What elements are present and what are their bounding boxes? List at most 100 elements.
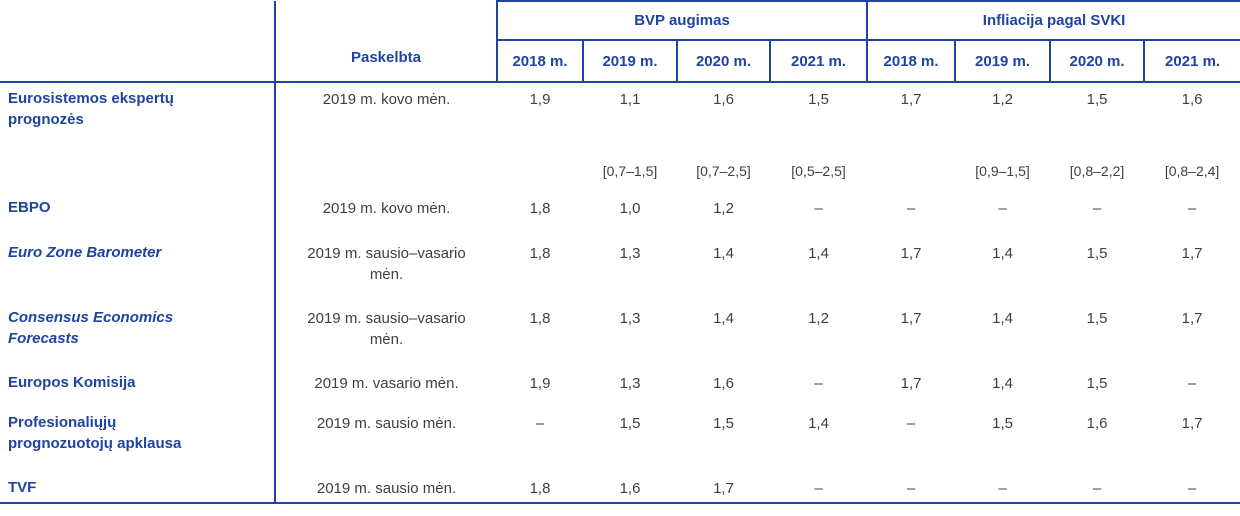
source-cell	[0, 157, 276, 192]
value-cell: –	[955, 472, 1051, 504]
table-row: EBPO 2019 m. kovo mėn. 1,8 1,0 1,2 – – –…	[0, 192, 1240, 237]
value-cell	[867, 157, 955, 192]
published-column-header: Paskelbta	[275, 1, 498, 83]
value-cell: 1,5	[808, 91, 829, 108]
year-header-bvp-2020: 2020 m.	[676, 40, 770, 83]
value-cell: –	[814, 375, 823, 392]
group-header-infliacija-svki: Infliacija pagal SVKI	[867, 0, 1240, 41]
source-label: Consensus Economics Forecasts	[8, 309, 174, 347]
table-row: Europos Komisija 2019 m. vasario mėn. 1,…	[0, 367, 1240, 407]
forecast-table: Paskelbta BVP augimas Infliacija pagal S…	[0, 0, 1240, 504]
source-cell: Eurosistemos ekspertų prognozės	[0, 82, 276, 157]
value-cell: [0,8–2,4]	[1164, 163, 1220, 179]
year-header-infl-2021: 2021 m.	[1143, 40, 1240, 83]
value-cell: 1,8	[529, 200, 551, 217]
published-cell	[275, 157, 497, 192]
value-cell: 1,5	[1086, 245, 1108, 262]
value-cell: –	[998, 200, 1007, 217]
value-cell: 1,4	[992, 310, 1013, 327]
value-cell: 1,7	[1181, 310, 1203, 327]
source-label: Europos Komisija	[8, 374, 136, 391]
value-cell: 1,4	[808, 415, 829, 432]
source-label: Euro Zone Barometer	[8, 244, 162, 261]
value-cell: 1,8	[497, 472, 583, 504]
year-header-bvp-2018: 2018 m.	[496, 40, 583, 83]
value-cell: –	[814, 200, 823, 217]
source-cell: TVF	[0, 472, 276, 504]
value-cell: –	[1187, 200, 1197, 217]
year-header-infl-2020: 2020 m.	[1049, 40, 1145, 83]
source-label: Profesionaliųjų prognozuotojų apklausa	[8, 414, 182, 452]
value-cell: 1,5	[1086, 310, 1108, 327]
table-row: TVF 2019 m. sausio mėn. 1,8 1,6 1,7 – – …	[0, 472, 1240, 504]
value-cell: [0,8–2,2]	[1069, 163, 1125, 179]
value-cell: 1,4	[713, 310, 734, 327]
value-cell: 1,3	[619, 310, 641, 327]
value-cell: –	[906, 415, 916, 432]
published-cell: 2019 m. vasario mėn.	[314, 375, 459, 392]
year-header-bvp-2021: 2021 m.	[768, 40, 868, 83]
table-row: Consensus Economics Forecasts 2019 m. sa…	[0, 302, 1240, 367]
published-cell: 2019 m. sausio mėn.	[275, 472, 497, 504]
source-cell: Europos Komisija	[0, 367, 276, 407]
value-cell: [0,7–1,5]	[602, 163, 658, 179]
value-cell: 1,0	[619, 200, 641, 217]
value-cell: –	[1144, 472, 1240, 504]
published-cell: 2019 m. sausio mėn.	[316, 415, 457, 432]
value-cell: 1,5	[1086, 375, 1108, 392]
value-cell: 1,7	[1181, 415, 1203, 432]
value-cell: 1,5	[619, 415, 641, 432]
value-cell: 1,7	[677, 472, 770, 504]
value-cell: 1,8	[529, 245, 551, 262]
value-cell: 1,6	[1181, 91, 1203, 108]
value-cell: 1,7	[900, 375, 922, 392]
source-cell: Consensus Economics Forecasts	[0, 302, 276, 367]
value-cell: –	[535, 415, 545, 432]
value-cell: 1,1	[619, 91, 641, 108]
value-cell: [0,9–1,5]	[975, 163, 1030, 179]
year-header-infl-2018: 2018 m.	[866, 40, 956, 83]
value-cell: 1,3	[619, 375, 641, 392]
value-cell: 1,6	[1086, 415, 1108, 432]
value-cell: 1,6	[583, 472, 677, 504]
source-cell: Euro Zone Barometer	[0, 237, 276, 302]
value-cell: 1,4	[808, 245, 829, 262]
value-cell: –	[770, 472, 868, 504]
source-cell: EBPO	[0, 192, 276, 237]
value-cell: 1,5	[1086, 91, 1108, 108]
value-cell: [0,7–2,5]	[696, 163, 751, 179]
published-cell: 2019 m. sausio–vasario mėn.	[307, 310, 466, 348]
published-cell: 2019 m. sausio–vasario mėn.	[307, 245, 466, 283]
value-cell: 1,7	[900, 310, 922, 327]
value-cell: –	[1092, 200, 1102, 217]
value-cell: 1,3	[619, 245, 641, 262]
value-cell: 1,9	[529, 91, 551, 108]
group-header-bvp-augimas: BVP augimas	[497, 0, 869, 41]
value-cell: 1,7	[900, 245, 922, 262]
corner-cell	[0, 1, 276, 83]
source-label: Eurosistemos ekspertų prognozės	[8, 90, 174, 128]
value-cell: 1,2	[992, 91, 1013, 108]
source-label: EBPO	[8, 199, 51, 216]
value-cell: –	[1187, 375, 1197, 392]
value-cell: [0,5–2,5]	[791, 163, 846, 179]
source-label: TVF	[8, 479, 37, 496]
value-cell: 1,9	[529, 375, 551, 392]
value-cell: –	[867, 472, 956, 504]
value-cell: 1,7	[900, 91, 922, 108]
value-cell: –	[1050, 472, 1145, 504]
value-cell: 1,8	[529, 310, 551, 327]
value-cell: –	[906, 200, 916, 217]
value-cell: 1,6	[713, 91, 734, 108]
source-cell: Profesionaliųjų prognozuotojų apklausa	[0, 407, 276, 472]
value-cell: 1,2	[808, 310, 829, 327]
table-row: Euro Zone Barometer 2019 m. sausio–vasar…	[0, 237, 1240, 302]
published-cell: 2019 m. kovo mėn.	[322, 200, 451, 217]
table-row: Profesionaliųjų prognozuotojų apklausa 2…	[0, 407, 1240, 472]
year-header-infl-2019: 2019 m.	[954, 40, 1051, 83]
value-cell: 1,4	[713, 245, 734, 262]
value-cell	[497, 157, 583, 192]
value-cell: 1,4	[992, 245, 1013, 262]
table-row: Eurosistemos ekspertų prognozės 2019 m. …	[0, 82, 1240, 157]
